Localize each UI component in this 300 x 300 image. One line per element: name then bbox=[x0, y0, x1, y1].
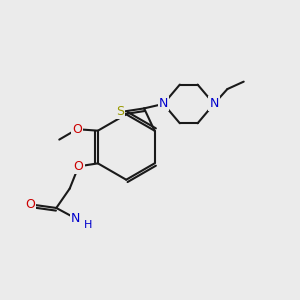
Text: S: S bbox=[116, 105, 124, 118]
Text: O: O bbox=[74, 160, 83, 173]
Text: H: H bbox=[84, 220, 92, 230]
Text: N: N bbox=[209, 98, 219, 110]
Text: N: N bbox=[71, 212, 80, 225]
Text: N: N bbox=[159, 98, 168, 110]
Text: O: O bbox=[72, 123, 82, 136]
Text: N: N bbox=[159, 98, 168, 110]
Text: O: O bbox=[26, 199, 35, 212]
